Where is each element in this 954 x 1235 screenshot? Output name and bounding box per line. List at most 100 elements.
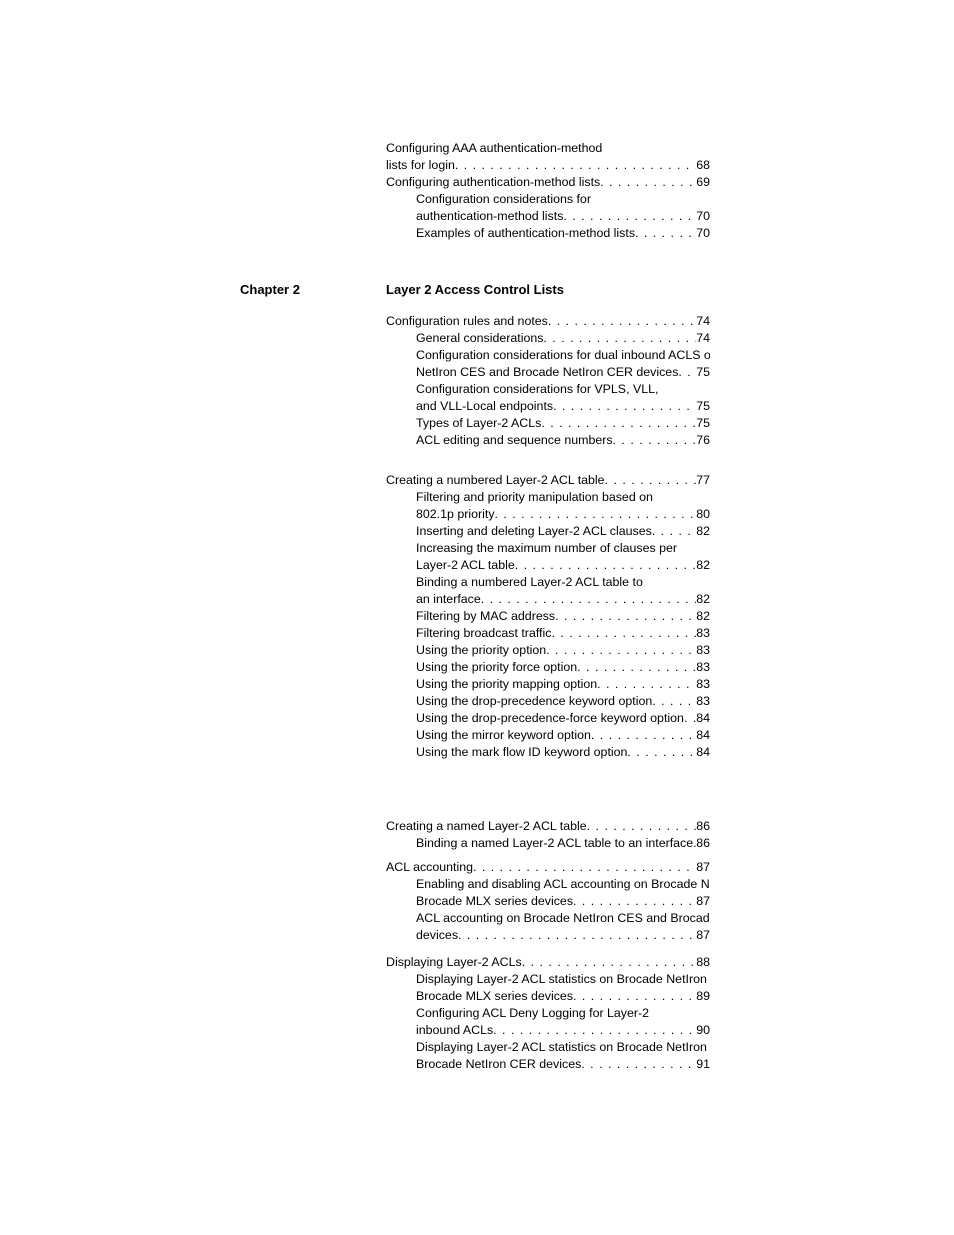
toc-entry: 802.1p priority80 [386,506,710,523]
toc-leader-dots [543,330,696,347]
toc-entry-text: Configuration rules and notes [386,313,548,330]
chapter-label: Chapter 2 [240,282,360,297]
toc-entry-continuation: Configuring AAA authentication-method [386,140,710,157]
toc-leader-dots [684,710,696,727]
toc-page-number: 83 [696,693,710,710]
toc-leader-dots [635,225,696,242]
toc-page-number: 77 [696,472,710,489]
toc-leader-dots [678,364,696,381]
toc-entry-text: an interface [416,591,481,608]
toc-entry-text: devices [416,927,458,944]
toc-entry: Configuration rules and notes 74 [386,313,710,330]
toc-leader-dots [573,988,696,1005]
toc-leader-dots [553,398,696,415]
toc-leader-dots [587,818,697,835]
toc-entry-continuation: ACL accounting on Brocade NetIron CES an… [386,910,710,927]
toc-leader-dots [541,415,696,432]
toc-leader-dots [493,1022,696,1039]
toc-block: Creating a named Layer-2 ACL table86Bind… [386,818,710,852]
toc-entry: Filtering broadcast traffic 83 [386,625,710,642]
toc-page-number: 74 [696,313,710,330]
toc-page-number: 89 [696,988,710,1005]
toc-entry-text: Types of Layer-2 ACLs [416,415,541,432]
toc-page-number: 84 [696,727,710,744]
section-title: Layer 2 Access Control Lists [386,282,564,297]
toc-block: Creating a numbered Layer-2 ACL table77F… [386,472,710,761]
toc-page-number: 82 [696,608,710,625]
toc-page-number: 83 [696,625,710,642]
toc-leader-dots [473,859,696,876]
toc-leader-dots [652,693,696,710]
toc-entry: and VLL-Local endpoints75 [386,398,710,415]
toc-leader-dots [515,557,696,574]
toc-entry: Using the priority mapping option 83 [386,676,710,693]
toc-leader-dots [600,174,696,191]
toc-leader-dots [481,591,696,608]
toc-leader-dots [573,893,696,910]
toc-page-number: 83 [696,676,710,693]
toc-entry: Layer-2 ACL table82 [386,557,710,574]
toc-page-number: 80 [696,506,710,523]
toc-page-number: 91 [696,1056,710,1073]
toc-entry-continuation: Enabling and disabling ACL accounting on… [386,876,710,893]
toc-page-number: 76 [696,432,710,449]
toc-page-number: 84 [696,710,710,727]
toc-entry-text: authentication-method lists [416,208,563,225]
toc-entry: Creating a numbered Layer-2 ACL table 77 [386,472,710,489]
toc-page-number: 83 [696,642,710,659]
toc-entry: Filtering by MAC address 82 [386,608,710,625]
toc-entry: Brocade MLX series devices87 [386,893,710,910]
toc-entry-continuation: Binding a numbered Layer-2 ACL table to [386,574,710,591]
toc-leader-dots [563,208,696,225]
toc-entry-text: Filtering broadcast traffic [416,625,551,642]
toc-block: Configuring AAA authentication-methodlis… [386,140,710,242]
toc-entry-continuation: Displaying Layer-2 ACL statistics on Bro… [386,1039,710,1056]
toc-entry-continuation: Configuring ACL Deny Logging for Layer-2 [386,1005,710,1022]
toc-entry: lists for login68 [386,157,710,174]
toc-entry: Inserting and deleting Layer-2 ACL claus… [386,523,710,540]
toc-page-number: 75 [696,364,710,381]
toc-entry-text: Filtering by MAC address [416,608,555,625]
toc-entry-text: Brocade NetIron CER devices [416,1056,581,1073]
toc-entry-text: Using the priority option [416,642,546,659]
toc-entry-text: NetIron CES and Brocade NetIron CER devi… [416,364,678,381]
toc-leader-dots [597,676,696,693]
toc-leader-dots [455,157,696,174]
toc-entry-text: General considerations [416,330,543,347]
toc-entry-text: Using the drop-precedence keyword option [416,693,652,710]
toc-entry: Displaying Layer-2 ACLs88 [386,954,710,971]
toc-entry: Using the drop-precedence-force keyword … [386,710,710,727]
toc-entry-text: Creating a numbered Layer-2 ACL table [386,472,605,489]
toc-page-number: 87 [696,859,710,876]
toc-page-number: 82 [696,523,710,540]
toc-entry-text: Using the drop-precedence-force keyword … [416,710,684,727]
toc-entry: authentication-method lists70 [386,208,710,225]
toc-page-number: 82 [696,591,710,608]
toc-entry-text: Using the priority force option [416,659,577,676]
toc-page-number: 84 [696,744,710,761]
toc-leader-dots [581,1056,696,1073]
toc-page-number: 86 [696,818,710,835]
toc-entry-text: Brocade MLX series devices [416,988,573,1005]
toc-leader-dots [591,727,696,744]
toc-block: ACL accounting87Enabling and disabling A… [386,859,710,944]
toc-entry-text: and VLL-Local endpoints [416,398,553,415]
toc-entry-text: inbound ACLs [416,1022,493,1039]
toc-leader-dots [605,472,697,489]
toc-page-number: 87 [696,893,710,910]
toc-entry-text: Displaying Layer-2 ACLs [386,954,522,971]
toc-page-number: 69 [696,174,710,191]
toc-entry: NetIron CES and Brocade NetIron CER devi… [386,364,710,381]
toc-entry-continuation: Filtering and priority manipulation base… [386,489,710,506]
toc-entry: Using the drop-precedence keyword option… [386,693,710,710]
toc-entry: an interface 82 [386,591,710,608]
toc-entry-text: ACL accounting [386,859,473,876]
toc-page-number: 75 [696,415,710,432]
toc-page-number: 86 [696,835,710,852]
toc-page-number: 87 [696,927,710,944]
toc-page-number: 70 [696,225,710,242]
toc-page-number: 68 [696,157,710,174]
document-page: Chapter 2 Layer 2 Access Control Lists C… [0,0,954,1235]
toc-leader-dots [555,608,696,625]
toc-entry-text: Using the priority mapping option [416,676,597,693]
